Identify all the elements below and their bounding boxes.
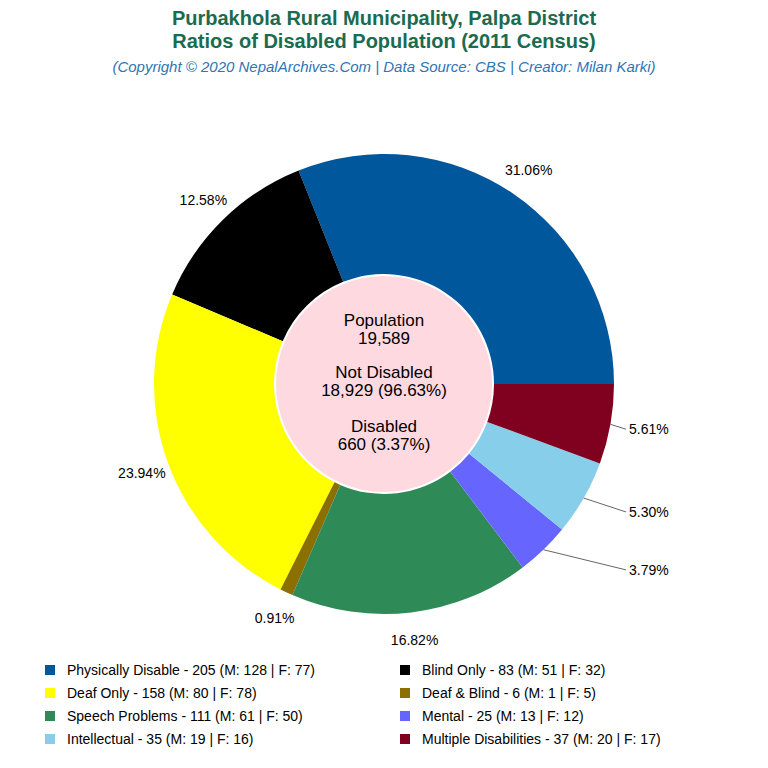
legend-label: Multiple Disabilities - 37 (M: 20 | F: 1… (422, 731, 661, 747)
legend-item: Physically Disable - 205 (M: 128 | F: 77… (45, 662, 315, 678)
center-circle (276, 276, 492, 492)
legend-item: Blind Only - 83 (M: 51 | F: 32) (400, 662, 605, 678)
data-label: 5.61% (629, 421, 669, 437)
legend-item: Mental - 25 (M: 13 | F: 12) (400, 708, 584, 724)
legend-label: Intellectual - 35 (M: 19 | F: 16) (67, 731, 254, 747)
legend-label: Speech Problems - 111 (M: 61 | F: 50) (67, 708, 303, 724)
legend-item: Speech Problems - 111 (M: 61 | F: 50) (45, 708, 303, 724)
pie: Population19,589 Not Disabled18,929 (96.6… (118, 154, 669, 648)
data-label: 23.94% (118, 465, 165, 481)
legend-item: Deaf Only - 158 (M: 80 | F: 78) (45, 685, 257, 701)
center-text: Disabled (351, 417, 417, 436)
legend-swatch (400, 688, 410, 698)
leader-line (610, 424, 626, 429)
legend-item: Multiple Disabilities - 37 (M: 20 | F: 1… (400, 731, 661, 747)
chart: Purbakhola Rural Municipality, Palpa Dis… (0, 0, 768, 768)
leader-line (544, 550, 626, 570)
legend-swatch (45, 665, 55, 675)
data-label: 5.30% (629, 504, 669, 520)
legend-swatch (400, 665, 410, 675)
legend-swatch (400, 711, 410, 721)
legend-label: Physically Disable - 205 (M: 128 | F: 77… (67, 662, 315, 678)
center-text: 660 (3.37%) (338, 435, 431, 454)
slice (487, 384, 614, 463)
subtitle: (Copyright © 2020 NepalArchives.Com | Da… (112, 58, 655, 75)
center-text: Not Disabled (335, 363, 432, 382)
leader-line (584, 498, 626, 512)
data-label: 12.58% (180, 192, 227, 208)
title: Ratios of Disabled Population (2011 Cens… (172, 30, 595, 52)
data-label: 0.91% (255, 610, 295, 626)
legend-label: Deaf Only - 158 (M: 80 | F: 78) (67, 685, 257, 701)
legend-swatch (45, 734, 55, 744)
legend-label: Blind Only - 83 (M: 51 | F: 32) (422, 662, 605, 678)
legend-swatch (45, 688, 55, 698)
legend-label: Deaf & Blind - 6 (M: 1 | F: 5) (422, 685, 596, 701)
data-label: 3.79% (629, 562, 669, 578)
legend-item: Deaf & Blind - 6 (M: 1 | F: 5) (400, 685, 596, 701)
legend-label: Mental - 25 (M: 13 | F: 12) (422, 708, 584, 724)
center-text: Population (344, 311, 424, 330)
legend-item: Intellectual - 35 (M: 19 | F: 16) (45, 731, 254, 747)
center-text: 18,929 (96.63%) (321, 381, 447, 400)
legend-swatch (45, 711, 55, 721)
title: Purbakhola Rural Municipality, Palpa Dis… (172, 7, 597, 29)
data-label: 31.06% (505, 162, 552, 178)
center-text: 19,589 (358, 329, 410, 348)
data-label: 16.82% (391, 632, 438, 648)
legend-swatch (400, 734, 410, 744)
